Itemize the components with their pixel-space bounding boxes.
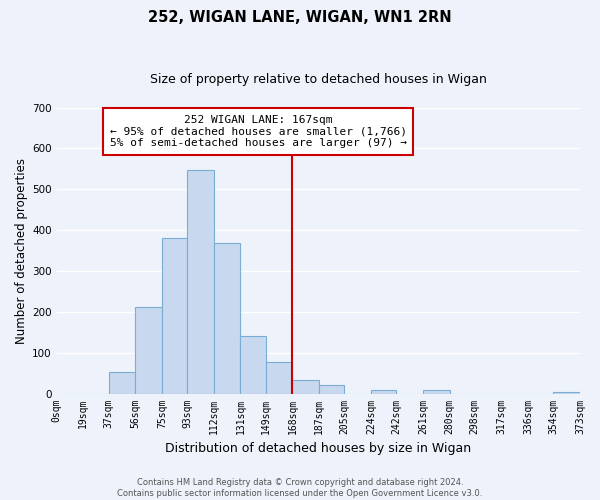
X-axis label: Distribution of detached houses by size in Wigan: Distribution of detached houses by size … xyxy=(165,442,472,455)
Bar xyxy=(162,238,187,394)
Bar xyxy=(135,306,162,394)
Bar xyxy=(241,336,266,394)
Bar xyxy=(553,392,580,394)
Bar xyxy=(266,362,292,394)
Bar xyxy=(319,385,344,394)
Title: Size of property relative to detached houses in Wigan: Size of property relative to detached ho… xyxy=(150,72,487,86)
Text: 252 WIGAN LANE: 167sqm
← 95% of detached houses are smaller (1,766)
5% of semi-d: 252 WIGAN LANE: 167sqm ← 95% of detached… xyxy=(110,114,407,148)
Y-axis label: Number of detached properties: Number of detached properties xyxy=(15,158,28,344)
Bar xyxy=(109,372,135,394)
Bar xyxy=(187,170,214,394)
Text: Contains HM Land Registry data © Crown copyright and database right 2024.
Contai: Contains HM Land Registry data © Crown c… xyxy=(118,478,482,498)
Bar xyxy=(214,243,241,394)
Bar xyxy=(371,390,396,394)
Text: 252, WIGAN LANE, WIGAN, WN1 2RN: 252, WIGAN LANE, WIGAN, WN1 2RN xyxy=(148,10,452,25)
Bar xyxy=(423,390,449,394)
Bar xyxy=(292,380,319,394)
